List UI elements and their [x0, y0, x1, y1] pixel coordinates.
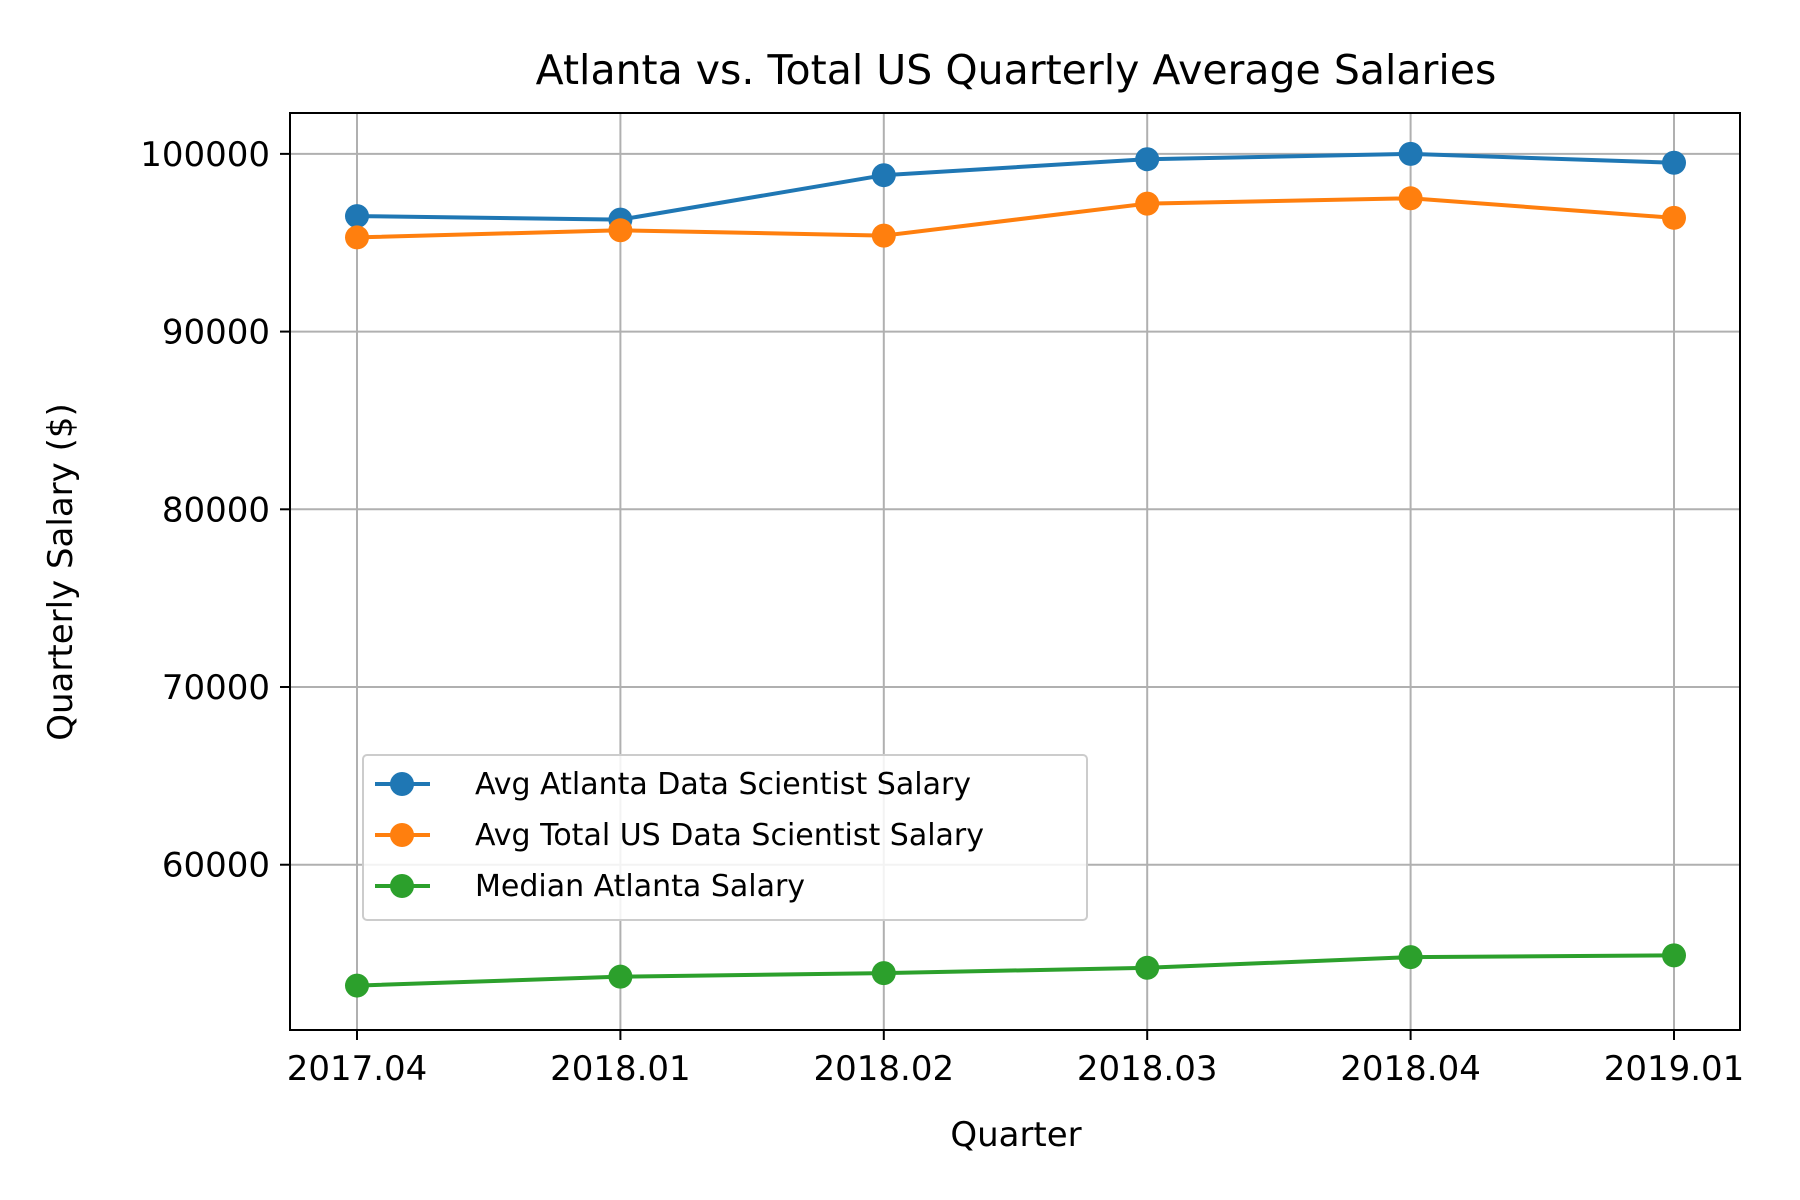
- axes: 2017.04 2018.01 2018.02 2018.03 2018.04 2019.…: [140, 112, 1745, 1089]
- data-point: [1662, 943, 1686, 968]
- series-line: [356, 196, 1675, 240]
- legend-box: [362, 754, 1088, 921]
- x-tick-label: 2018.02: [813, 1049, 954, 1089]
- data-point: [1398, 945, 1423, 970]
- data-point: [1662, 205, 1686, 230]
- data-point: [1135, 955, 1160, 980]
- data-point: [1135, 147, 1160, 172]
- chart-title: Atlanta vs. Total US Quarterly Average S…: [536, 46, 1497, 94]
- x-tick-label: 2018.01: [550, 1049, 691, 1089]
- y-tick-label: 70000: [162, 668, 270, 708]
- data-point: [1398, 186, 1423, 211]
- data-point: [1135, 191, 1160, 216]
- legend-swatch-marker: [390, 874, 414, 898]
- data-point: [345, 204, 369, 229]
- x-tick-label: 2018.03: [1077, 1049, 1218, 1089]
- plot-frame: [289, 112, 1741, 1031]
- series-line: [356, 151, 1675, 222]
- legend: Avg Atlanta Data Scientist Salary Avg Tot…: [362, 754, 1088, 921]
- y-axis-label: Quarterly Salary ($): [41, 403, 81, 741]
- y-tick-label: 100000: [140, 135, 270, 175]
- x-tick-label: 2019.01: [1604, 1049, 1745, 1089]
- legend-label: Median Atlanta Salary: [475, 869, 805, 904]
- data-point: [871, 961, 896, 986]
- data-point: [345, 973, 369, 998]
- data-point: [1662, 150, 1686, 175]
- data-point: [1398, 141, 1423, 166]
- series-line: [356, 953, 1675, 988]
- data-point: [608, 964, 633, 989]
- y-tick-label: 90000: [162, 313, 270, 353]
- series-layer: [345, 141, 1686, 998]
- data-point: [345, 225, 369, 250]
- x-axis-label: Quarter: [950, 1115, 1081, 1155]
- legend-swatch-marker: [390, 823, 414, 847]
- y-tick-label: 60000: [162, 846, 270, 886]
- data-point: [871, 223, 896, 248]
- data-point: [871, 163, 896, 188]
- x-tick-label: 2017.04: [287, 1049, 428, 1089]
- data-point: [608, 218, 633, 243]
- legend-swatch-marker: [390, 772, 414, 796]
- y-tick-label: 80000: [162, 490, 270, 530]
- legend-label: Avg Total US Data Scientist Salary: [475, 818, 984, 853]
- x-tick-label: 2018.04: [1340, 1049, 1481, 1089]
- legend-label: Avg Atlanta Data Scientist Salary: [475, 767, 971, 802]
